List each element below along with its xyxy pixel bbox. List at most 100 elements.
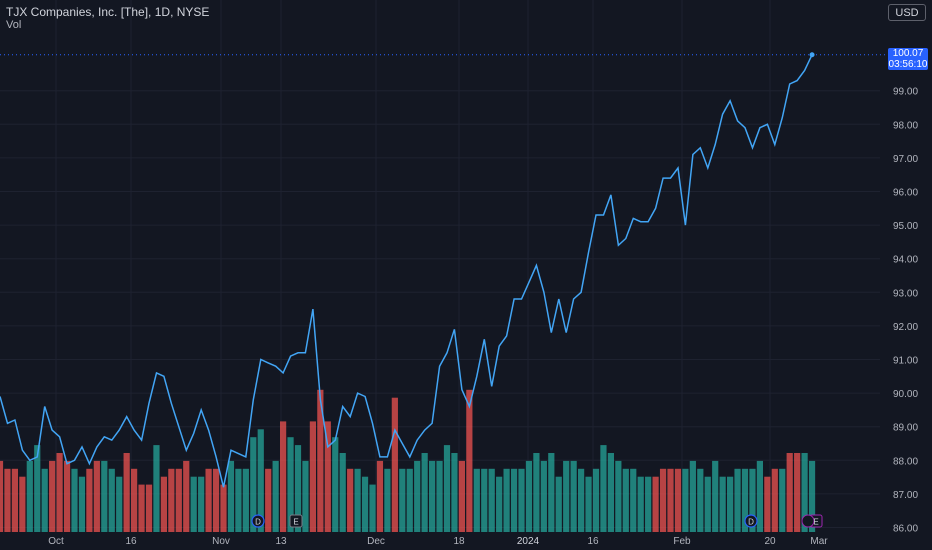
volume-bar — [727, 476, 734, 532]
volume-bar — [421, 453, 428, 532]
volume-bar — [585, 476, 592, 532]
volume-bar — [347, 468, 354, 532]
x-tick-label: Dec — [367, 536, 385, 547]
volume-bar — [354, 468, 361, 532]
x-tick-label: 20 — [764, 536, 776, 547]
volume-bar — [719, 476, 726, 532]
price-axis[interactable]: 86.00 87.00 88.00 89.00 90.00 91.00 92.00 93.00… — [893, 87, 918, 535]
volume-bar — [607, 453, 614, 532]
volume-bar — [540, 460, 547, 532]
volume-bar — [779, 468, 786, 532]
volume-bar — [451, 453, 458, 532]
earnings-marker — [289, 514, 303, 528]
volume-bar — [145, 484, 153, 532]
volume-bar — [570, 460, 577, 532]
y-tick-label: 96.00 — [893, 188, 918, 199]
volume-bar — [332, 437, 339, 532]
volume-bar — [205, 468, 212, 532]
volume-bar — [280, 421, 287, 532]
volume-bar — [272, 460, 279, 532]
volume-bar — [339, 453, 346, 532]
volume-bar — [801, 453, 808, 532]
volume-bar — [294, 445, 302, 532]
volume-bar — [734, 468, 741, 532]
volume-bar — [406, 468, 413, 532]
volume-bar — [376, 460, 384, 532]
volume-bar — [317, 389, 324, 532]
last-price-dot — [809, 52, 815, 58]
volume-indicator-label[interactable]: Vol — [6, 19, 22, 31]
event-marker-label: E — [293, 518, 298, 527]
x-tick-label: 2024 — [517, 536, 540, 547]
volume-bar — [458, 460, 465, 532]
dividend-marker — [251, 514, 265, 528]
volume-bar — [399, 468, 406, 532]
volume-bar — [533, 453, 540, 532]
volume-bar — [93, 460, 100, 532]
volume-bar — [771, 468, 778, 532]
volume-bar — [287, 437, 294, 532]
symbol-title[interactable]: TJX Companies, Inc. [The], 1D, NYSE — [6, 5, 210, 19]
volume-bar — [242, 468, 249, 532]
x-tick-label: Mar — [810, 536, 828, 547]
volume-bar — [227, 460, 235, 532]
volume-bar — [600, 445, 607, 532]
volume-bar — [578, 468, 585, 532]
volume-bar — [34, 445, 41, 532]
volume-bar — [220, 484, 227, 532]
volume-bar — [123, 453, 130, 532]
volume-bar — [175, 468, 182, 532]
volume-bar — [749, 468, 756, 532]
event-marker-label: D — [748, 518, 754, 527]
volume-bar — [518, 468, 525, 532]
volume-bar — [674, 468, 682, 532]
volume-bar — [429, 460, 436, 532]
volume-bar — [548, 453, 555, 532]
volume-bar — [555, 476, 562, 532]
volume-bar — [473, 468, 480, 532]
volume-bar — [764, 476, 771, 532]
volume-bar — [19, 476, 26, 532]
volume-bar — [637, 476, 644, 532]
volume-bars — [0, 389, 816, 532]
volume-bar — [41, 468, 48, 532]
volume-bar — [116, 476, 123, 532]
volume-bar — [503, 468, 510, 532]
volume-bar — [108, 468, 115, 532]
countdown-timer: 03:56:10 — [888, 59, 928, 70]
volume-bar — [71, 468, 78, 532]
time-axis[interactable]: Oct 16 Nov 13 Dec 18 2024 16 Feb 20 Mar — [48, 536, 828, 547]
volume-bar — [384, 468, 391, 532]
y-tick-label: 86.00 — [893, 524, 918, 535]
volume-bar — [689, 460, 696, 532]
volume-bar — [63, 460, 71, 532]
y-tick-label: 97.00 — [893, 154, 918, 165]
volume-bar — [741, 468, 749, 532]
y-tick-label: 90.00 — [893, 389, 918, 400]
y-tick-label: 98.00 — [893, 120, 918, 131]
dividend-marker — [744, 514, 758, 528]
volume-bar — [101, 460, 108, 532]
last-price-tag: 100.07 03:56:10 — [888, 48, 928, 70]
y-tick-label: 92.00 — [893, 322, 918, 333]
volume-bar — [361, 476, 369, 532]
volume-bar — [414, 460, 421, 532]
x-tick-label: 16 — [125, 536, 137, 547]
volume-bar — [309, 421, 316, 532]
volume-bar — [190, 476, 197, 532]
y-tick-label: 94.00 — [893, 255, 918, 266]
volume-bar — [235, 468, 242, 532]
x-tick-label: 16 — [587, 536, 599, 547]
volume-bar — [466, 389, 473, 532]
volume-bar — [659, 468, 667, 532]
volume-bar — [794, 453, 801, 532]
volume-bar — [496, 476, 503, 532]
volume-bar — [257, 429, 264, 532]
currency-button[interactable]: USD — [888, 4, 926, 21]
volume-bar — [391, 397, 398, 532]
split-marker — [801, 514, 815, 528]
volume-bar — [481, 468, 488, 532]
event-marker-label: E — [813, 518, 818, 527]
